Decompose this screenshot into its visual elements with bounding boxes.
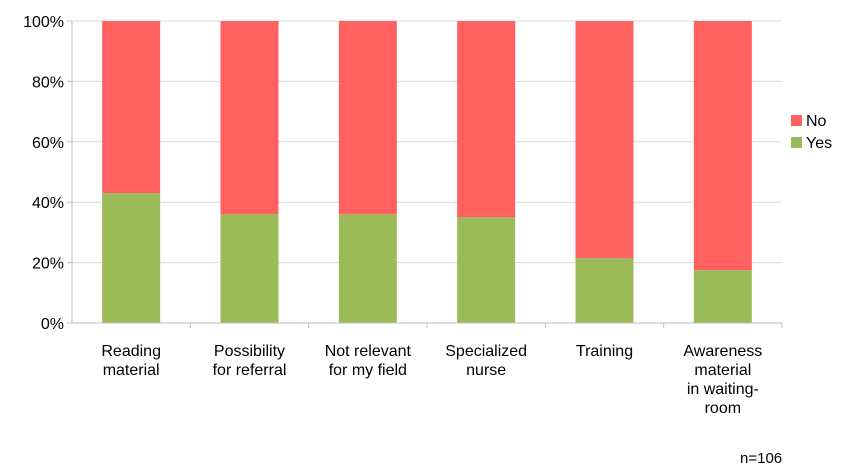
bar-yes (102, 193, 161, 323)
bar-no (102, 21, 161, 194)
y-tick-label: 20% (32, 256, 64, 273)
bar-no (693, 21, 752, 271)
x-tick-label: Possibility for referral (213, 343, 287, 379)
y-tick-label: 60% (32, 135, 64, 152)
bar-no (575, 21, 634, 259)
y-tick-label: 80% (32, 74, 64, 91)
bar-yes (693, 270, 752, 323)
bar-yes (220, 214, 279, 323)
x-tick-label: Training (576, 343, 633, 360)
gridlines (72, 20, 782, 324)
legend-swatch-yes (791, 137, 802, 148)
legend-label-no: No (806, 113, 827, 130)
bars (102, 21, 752, 323)
x-tick-label: Specialized nurse (445, 343, 527, 379)
sample-size-note: n=106 (740, 450, 783, 467)
y-tick-label: 40% (32, 195, 64, 212)
x-tick-label: Reading material (101, 343, 161, 379)
legend: No Yes (791, 113, 832, 152)
y-tick-label: 0% (41, 316, 64, 333)
bar-no (457, 21, 516, 218)
bar-no (220, 21, 279, 215)
y-tick-label: 100% (23, 14, 64, 31)
legend-label-yes: Yes (806, 135, 832, 152)
bar-yes (457, 217, 516, 323)
x-axis: Reading material Possibility for referral No… (72, 322, 783, 417)
x-tick-label: Awareness material in waiting-room (683, 343, 762, 417)
bar-no (338, 21, 397, 215)
legend-swatch-no (791, 115, 802, 126)
bar-yes (338, 214, 397, 323)
bar-yes (575, 258, 634, 323)
y-axis: 0% 20% 40% 60% 80% 100% (23, 14, 73, 333)
x-tick-label: Not relevant for my field (325, 343, 412, 379)
